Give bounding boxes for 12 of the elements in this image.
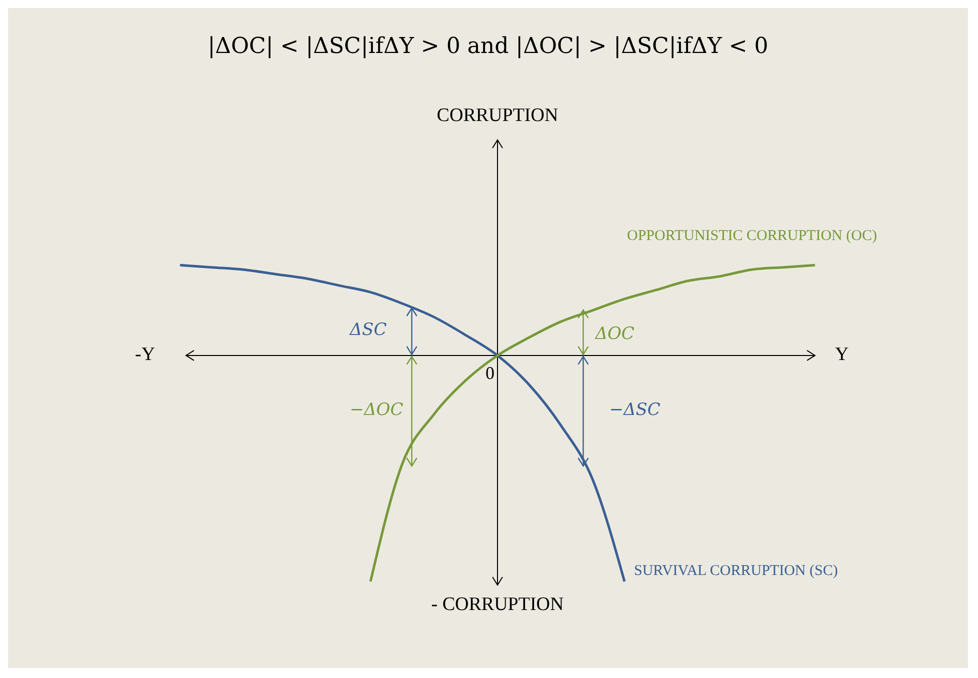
annotation: −ΔOC bbox=[350, 400, 404, 420]
x-axis-title: Y bbox=[835, 344, 849, 366]
text: -Y bbox=[135, 344, 156, 366]
annotation: −ΔSC bbox=[609, 400, 660, 420]
chart-title: |ΔOC| < |ΔSC|ifΔY > 0 and |ΔOC| > |ΔSC|ifΔY < 0 bbox=[206, 34, 770, 59]
text: - CORRUPTION bbox=[431, 594, 564, 616]
text: CORRUPTION bbox=[436, 105, 558, 127]
series-label: SURVIVAL CORRUPTION (SC) bbox=[634, 563, 838, 580]
annotation: ΔOC bbox=[595, 324, 634, 344]
annotation: 0 bbox=[486, 363, 494, 384]
annotation: ΔSC bbox=[350, 320, 387, 340]
text: OPPORTUNISTIC CORRUPTION (OC) bbox=[627, 228, 877, 245]
